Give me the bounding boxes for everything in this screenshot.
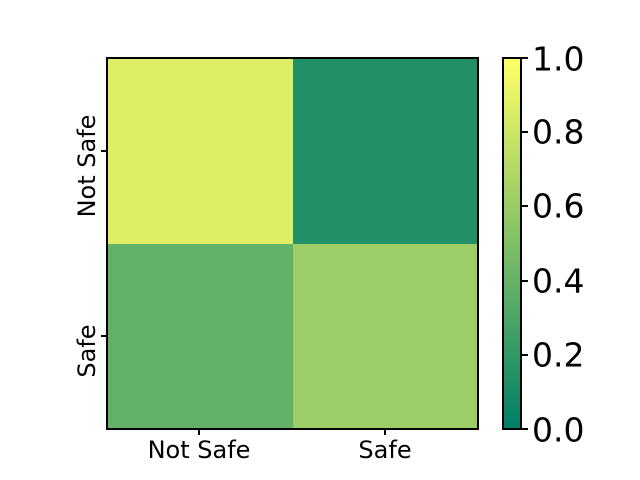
colorbar-tick-label-0.0: 0.0 xyxy=(532,410,585,450)
colorbar xyxy=(502,57,522,430)
colorbar-tick-label-0.2: 0.2 xyxy=(532,335,585,375)
colorbar-tick-mark-1.0 xyxy=(522,57,528,59)
colorbar-tick-mark-0.4 xyxy=(522,280,528,282)
colorbar-tick-label-0.4: 0.4 xyxy=(532,261,585,301)
colorbar-tick-mark-0.8 xyxy=(522,131,528,133)
heatmap-cell-r1c0 xyxy=(108,243,293,428)
heatmap-cell-r0c1 xyxy=(292,59,477,244)
heatmap-cell-r1c1 xyxy=(292,243,477,428)
x-tick-label-not-safe: Not Safe xyxy=(147,436,251,464)
colorbar-tick-label-1.0: 1.0 xyxy=(532,39,585,79)
x-tick-label-safe: Safe xyxy=(358,436,412,464)
colorbar-tick-label-0.8: 0.8 xyxy=(532,112,585,152)
heatmap-plot-area xyxy=(106,57,479,430)
y-tick-label-safe: Safe xyxy=(72,324,101,378)
y-tick-mark-not-safe xyxy=(101,150,106,152)
x-tick-mark-not-safe xyxy=(198,430,200,435)
x-tick-mark-safe xyxy=(384,430,386,435)
colorbar-tick-mark-0.0 xyxy=(522,428,528,430)
heatmap-cell-r0c0 xyxy=(108,59,293,244)
y-tick-label-not-safe: Not Safe xyxy=(72,114,101,218)
y-tick-mark-safe xyxy=(101,335,106,337)
colorbar-tick-mark-0.6 xyxy=(522,205,528,207)
colorbar-tick-mark-0.2 xyxy=(522,354,528,356)
colorbar-tick-label-0.6: 0.6 xyxy=(532,186,585,226)
